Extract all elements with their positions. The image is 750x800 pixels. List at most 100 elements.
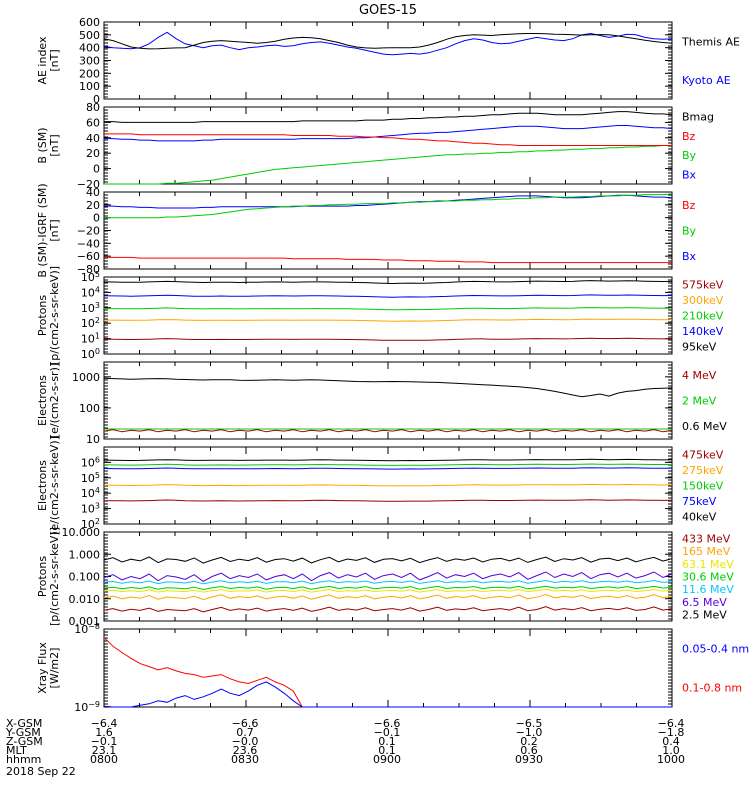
- trace-bx: [104, 125, 673, 142]
- ytick-label: 0.001: [69, 615, 101, 628]
- panel-7-ylabel: Protons: [36, 556, 49, 597]
- ytick-label: 100: [79, 402, 100, 415]
- footer-z_gsm-1: −0.0: [232, 735, 259, 748]
- ytick-label: 103: [81, 301, 100, 315]
- panel-4-ylabel: Protons: [36, 295, 49, 336]
- trace-300kev: [104, 318, 673, 322]
- trace-210kev: [103, 307, 673, 311]
- trace-0-1-0-8-nm: [103, 637, 672, 708]
- legend-475kev: 475keV: [682, 449, 724, 462]
- trace-275kev: [103, 483, 673, 487]
- panel-4-ylabel: [p/(cm2-s-sr-keV)]: [48, 266, 61, 365]
- ytick-label: 80: [86, 101, 100, 114]
- legend-4-mev: 4 MeV: [682, 369, 717, 382]
- trace-kyoto-ae: [103, 31, 673, 56]
- panel-3-ylabel: [nT]: [48, 219, 61, 241]
- footer-y_gsm-2: −0.1: [374, 726, 401, 739]
- ytick-label: −80: [77, 263, 100, 276]
- trace-150kev: [103, 463, 672, 466]
- footer-x_gsm-1: −6.6: [232, 717, 259, 730]
- panel-1-ylabel: [nT]: [48, 49, 61, 71]
- panel-4-frame: [103, 276, 673, 355]
- ytick-label: 10: [86, 433, 100, 446]
- trace-bx: [104, 194, 673, 209]
- panel-2: −20 0 20 40 60 80 B (SM) [nT] Bmag Bz By Bx: [36, 101, 714, 191]
- legend-0-6-mev: 0.6 MeV: [682, 420, 727, 433]
- ytick-label: 300: [79, 55, 100, 68]
- ytick-label: −40: [77, 237, 100, 250]
- trace-2-5-mev: [103, 556, 673, 564]
- panel-5: 10 100 1000 Electrons [e/(cm2-s-sr)] 4 MeV 2 M…: [36, 361, 727, 446]
- ytick-label: 600: [79, 16, 100, 29]
- panel-5-frame: [103, 361, 673, 440]
- trace-4-mev: [103, 429, 673, 433]
- ytick-label: 1.000: [69, 548, 101, 561]
- trace-0-6-mev: [103, 377, 673, 398]
- panel-8-frame: [103, 628, 673, 708]
- ytick-label: 104: [81, 486, 100, 500]
- legend-themis-ae: Themis AE: [681, 35, 740, 48]
- legend-by: By: [682, 225, 697, 238]
- ytick-label: 0.100: [69, 571, 101, 584]
- ytick-label: 102: [81, 316, 100, 330]
- panel-6-ylabel: [e/(cm2-s-sr-keV)]: [48, 436, 61, 535]
- legend-6-5-mev: 6.5 MeV: [682, 596, 727, 609]
- ytick-label: 20: [86, 147, 100, 160]
- ytick-label: 400: [79, 42, 100, 55]
- footer-y_gsm-1: 0.7: [236, 726, 254, 739]
- footer-hhmm-0: 0800: [90, 753, 118, 766]
- ytick-label: 0.010: [69, 593, 101, 606]
- ytick-label: 20: [86, 199, 100, 212]
- ytick-label: 10−8: [74, 622, 100, 636]
- trace-0-05-0-4-nm: [103, 681, 672, 708]
- footer-mlt-3: 0.6: [520, 744, 538, 757]
- trace-63-1-mev: [103, 588, 673, 593]
- legend-0-1-0-8-nm: 0.1-0.8 nm: [682, 682, 742, 695]
- legend-75kev: 75keV: [682, 495, 717, 508]
- ytick-label: 1000: [72, 371, 100, 384]
- panel-8-ylabel: [W/m2]: [48, 648, 61, 689]
- footer-hhmm-2: 0900: [373, 753, 401, 766]
- trace-themis-ae: [103, 33, 673, 50]
- footer-mlt-2: 0.1: [378, 744, 396, 757]
- trace-bmag: [104, 111, 673, 123]
- legend-by: By: [682, 149, 697, 162]
- legend-bz: Bz: [682, 130, 696, 143]
- panel-3-ylabel: B (SM)-IGRF (SM): [36, 183, 49, 277]
- footer-hhmm-3: 0930: [515, 753, 543, 766]
- ytick-label: 0: [93, 93, 100, 106]
- footer-row-label-x-gsm: X-GSM: [6, 717, 42, 730]
- legend-300kev: 300keV: [682, 294, 724, 307]
- legend-575kev: 575keV: [682, 279, 724, 292]
- legend-bmag: Bmag: [682, 111, 714, 124]
- legend-433-mev: 433 MeV: [682, 532, 731, 545]
- trace-6-5-mev: [103, 571, 673, 582]
- trace-30-6-mev: [103, 585, 673, 591]
- ytick-label: 103: [81, 502, 100, 516]
- footer-x_gsm-3: −6.5: [516, 717, 543, 730]
- ytick-label: −60: [77, 250, 100, 263]
- panel-2-ylabel: [nT]: [48, 134, 61, 156]
- ytick-label: 104: [81, 285, 100, 299]
- trace-140kev: [103, 294, 673, 298]
- ytick-label: 40: [86, 186, 100, 199]
- footer-hhmm-1: 0830: [231, 753, 259, 766]
- ytick-label: 0: [93, 212, 100, 225]
- footer-z_gsm-0: −0.1: [91, 735, 118, 748]
- legend-bx: Bx: [682, 168, 697, 181]
- trace-75kev: [103, 467, 673, 470]
- ytick-label: 105: [81, 471, 100, 485]
- footer-row-label-y-gsm: Y-GSM: [5, 726, 41, 739]
- trace-165-mev: [103, 593, 673, 601]
- legend-63-1-mev: 63.1 MeV: [682, 558, 734, 571]
- ytick-label: 101: [81, 332, 100, 346]
- footer-y_gsm-0: 1.6: [95, 726, 113, 739]
- ytick-label: −20: [77, 178, 100, 191]
- footer-y_gsm-3: −1.0: [516, 726, 543, 739]
- footer-mlt-1: 23.6: [233, 744, 258, 757]
